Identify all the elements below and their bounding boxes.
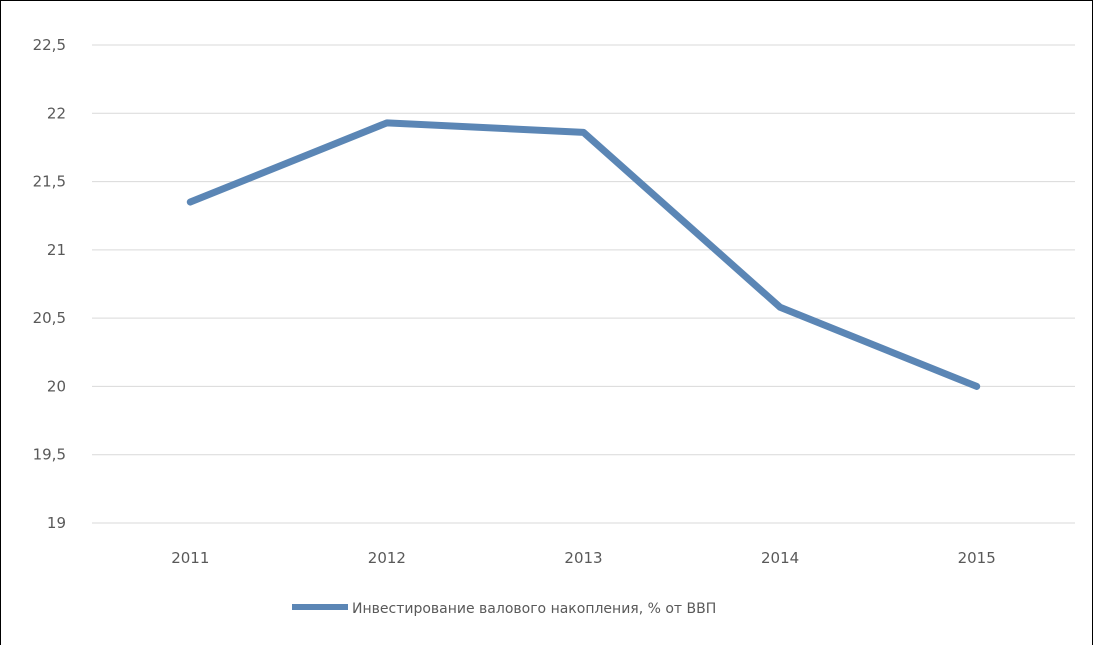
y-tick-label: 19,5 (33, 446, 66, 464)
x-tick-label: 2013 (564, 549, 602, 567)
legend-label: Инвестирование валового накопления, % от… (352, 601, 716, 617)
series-line-0 (186, 119, 981, 390)
x-tick-label: 2012 (368, 549, 406, 567)
y-tick-label: 21 (47, 241, 66, 259)
legend: Инвестирование валового накопления, % от… (292, 601, 716, 617)
y-tick-label: 21,5 (33, 173, 66, 191)
x-axis-ticks: 2011 2012 2013 2014 2015 (171, 549, 996, 567)
y-tick-label: 22 (47, 104, 66, 122)
series-layer (186, 119, 981, 390)
x-tick-label: 2011 (171, 549, 209, 567)
y-tick-label: 22,5 (33, 36, 66, 54)
y-tick-label: 20,5 (33, 309, 66, 327)
y-tick-label: 19 (47, 514, 66, 532)
x-tick-label: 2014 (761, 549, 799, 567)
y-tick-label: 20 (47, 377, 66, 395)
gridlines (92, 44, 1075, 524)
y-axis-ticks: 19 19,5 20 20,5 21 21,5 22 22,5 (33, 36, 66, 532)
x-tick-label: 2015 (958, 549, 996, 567)
